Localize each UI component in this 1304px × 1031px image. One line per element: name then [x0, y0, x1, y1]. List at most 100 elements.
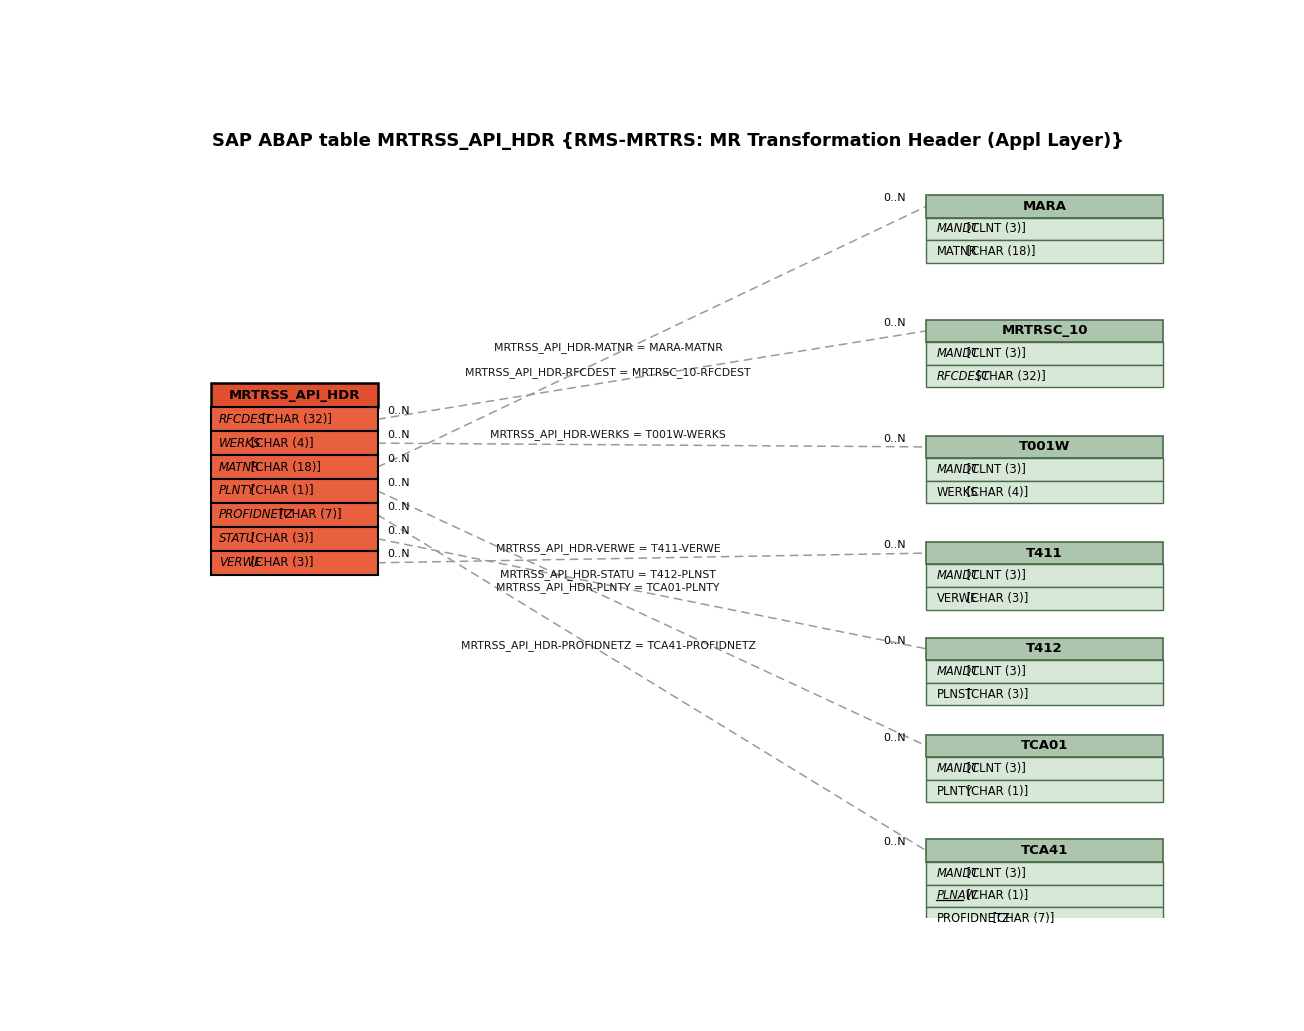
Text: VERWE: VERWE	[219, 557, 261, 569]
Text: VERWE: VERWE	[936, 592, 978, 605]
FancyBboxPatch shape	[926, 757, 1163, 779]
FancyBboxPatch shape	[926, 342, 1163, 365]
Text: [CHAR (1)]: [CHAR (1)]	[246, 485, 314, 498]
Text: MRTRSS_API_HDR-PROFIDNETZ = TCA41-PROFIDNETZ: MRTRSS_API_HDR-PROFIDNETZ = TCA41-PROFID…	[460, 640, 755, 652]
Text: WERKS: WERKS	[936, 486, 978, 499]
FancyBboxPatch shape	[211, 503, 378, 527]
Text: [CHAR (7)]: [CHAR (7)]	[275, 508, 342, 522]
FancyBboxPatch shape	[926, 587, 1163, 609]
Text: MRTRSC_10: MRTRSC_10	[1001, 325, 1088, 337]
Text: T001W: T001W	[1018, 440, 1071, 454]
FancyBboxPatch shape	[926, 734, 1163, 757]
Text: TCA41: TCA41	[1021, 844, 1068, 857]
Text: MANDT: MANDT	[936, 665, 979, 678]
Text: MANDT: MANDT	[936, 762, 979, 775]
Text: [CHAR (7)]: [CHAR (7)]	[990, 912, 1055, 925]
Text: T411: T411	[1026, 546, 1063, 560]
Text: MANDT: MANDT	[936, 867, 979, 879]
Text: 0..N: 0..N	[387, 526, 411, 535]
Text: 0..N: 0..N	[387, 502, 411, 511]
FancyBboxPatch shape	[926, 218, 1163, 240]
FancyBboxPatch shape	[926, 320, 1163, 342]
Text: 0..N: 0..N	[387, 406, 411, 415]
Text: MANDT: MANDT	[936, 347, 979, 360]
Text: 0..N: 0..N	[884, 733, 906, 742]
Text: PLNST: PLNST	[936, 688, 973, 700]
Text: 0..N: 0..N	[387, 477, 411, 488]
Text: MATNR: MATNR	[219, 461, 259, 473]
Text: [CHAR (18)]: [CHAR (18)]	[962, 245, 1035, 258]
Text: PLNTY: PLNTY	[219, 485, 256, 498]
Text: [CLNT (3)]: [CLNT (3)]	[962, 665, 1026, 678]
FancyBboxPatch shape	[926, 435, 1163, 458]
FancyBboxPatch shape	[211, 407, 378, 431]
Text: MANDT: MANDT	[936, 223, 979, 235]
FancyBboxPatch shape	[211, 551, 378, 574]
FancyBboxPatch shape	[211, 527, 378, 551]
FancyBboxPatch shape	[926, 564, 1163, 587]
Text: [CHAR (32)]: [CHAR (32)]	[258, 412, 333, 426]
Text: 0..N: 0..N	[884, 635, 906, 645]
FancyBboxPatch shape	[211, 384, 378, 407]
Text: MRTRSS_API_HDR-WERKS = T001W-WERKS: MRTRSS_API_HDR-WERKS = T001W-WERKS	[490, 429, 726, 440]
FancyBboxPatch shape	[926, 839, 1163, 862]
Text: [CHAR (1)]: [CHAR (1)]	[962, 785, 1028, 798]
Text: RFCDEST: RFCDEST	[219, 412, 273, 426]
Text: 0..N: 0..N	[884, 193, 906, 203]
FancyBboxPatch shape	[926, 885, 1163, 907]
FancyBboxPatch shape	[211, 455, 378, 479]
Text: [CHAR (18)]: [CHAR (18)]	[246, 461, 321, 473]
FancyBboxPatch shape	[926, 907, 1163, 930]
Text: STATU: STATU	[219, 532, 256, 545]
Text: MRTRSS_API_HDR-PLNTY = TCA01-PLNTY: MRTRSS_API_HDR-PLNTY = TCA01-PLNTY	[497, 583, 720, 594]
Text: PROFIDNETZ: PROFIDNETZ	[936, 912, 1011, 925]
Text: WERKS: WERKS	[219, 437, 261, 450]
Text: PLNAW: PLNAW	[936, 890, 977, 902]
Text: MRTRSS_API_HDR-MATNR = MARA-MATNR: MRTRSS_API_HDR-MATNR = MARA-MATNR	[494, 342, 722, 353]
Text: 0..N: 0..N	[884, 318, 906, 328]
Text: [CHAR (3)]: [CHAR (3)]	[962, 688, 1028, 700]
Text: [CLNT (3)]: [CLNT (3)]	[962, 223, 1026, 235]
FancyBboxPatch shape	[211, 479, 378, 503]
FancyBboxPatch shape	[926, 240, 1163, 263]
Text: [CHAR (1)]: [CHAR (1)]	[962, 890, 1028, 902]
Text: T412: T412	[1026, 642, 1063, 656]
FancyBboxPatch shape	[926, 480, 1163, 503]
FancyBboxPatch shape	[926, 779, 1163, 802]
Text: [CHAR (3)]: [CHAR (3)]	[962, 592, 1028, 605]
Text: [CLNT (3)]: [CLNT (3)]	[962, 762, 1026, 775]
Text: MANDT: MANDT	[936, 463, 979, 476]
Text: [CLNT (3)]: [CLNT (3)]	[962, 463, 1026, 476]
Text: PLNTY: PLNTY	[936, 785, 973, 798]
Text: TCA01: TCA01	[1021, 739, 1068, 753]
Text: [CHAR (3)]: [CHAR (3)]	[246, 557, 313, 569]
Text: 0..N: 0..N	[387, 550, 411, 560]
Text: [CHAR (32)]: [CHAR (32)]	[973, 369, 1046, 383]
Text: [CLNT (3)]: [CLNT (3)]	[962, 569, 1026, 583]
Text: SAP ABAP table MRTRSS_API_HDR {RMS-MRTRS: MR Transformation Header (Appl Layer)}: SAP ABAP table MRTRSS_API_HDR {RMS-MRTRS…	[213, 132, 1124, 151]
Text: MRTRSS_API_HDR-RFCDEST = MRTRSC_10-RFCDEST: MRTRSS_API_HDR-RFCDEST = MRTRSC_10-RFCDE…	[466, 367, 751, 377]
Text: MRTRSS_API_HDR-VERWE = T411-VERWE: MRTRSS_API_HDR-VERWE = T411-VERWE	[496, 543, 720, 554]
Text: [CLNT (3)]: [CLNT (3)]	[962, 347, 1026, 360]
Text: 0..N: 0..N	[884, 540, 906, 550]
Text: 0..N: 0..N	[884, 434, 906, 443]
FancyBboxPatch shape	[211, 431, 378, 455]
FancyBboxPatch shape	[926, 542, 1163, 564]
Text: RFCDEST: RFCDEST	[936, 369, 990, 383]
FancyBboxPatch shape	[926, 862, 1163, 885]
Text: PROFIDNETZ: PROFIDNETZ	[219, 508, 293, 522]
FancyBboxPatch shape	[926, 195, 1163, 218]
FancyBboxPatch shape	[926, 660, 1163, 683]
Text: MARA: MARA	[1022, 200, 1067, 212]
Text: [CLNT (3)]: [CLNT (3)]	[962, 867, 1026, 879]
FancyBboxPatch shape	[926, 458, 1163, 480]
Text: MRTRSS_API_HDR-STATU = T412-PLNST: MRTRSS_API_HDR-STATU = T412-PLNST	[501, 569, 716, 580]
FancyBboxPatch shape	[926, 637, 1163, 660]
FancyBboxPatch shape	[926, 683, 1163, 705]
FancyBboxPatch shape	[926, 365, 1163, 388]
Text: [CHAR (3)]: [CHAR (3)]	[246, 532, 313, 545]
Text: MRTRSS_API_HDR: MRTRSS_API_HDR	[228, 389, 360, 402]
Text: MATNR: MATNR	[936, 245, 977, 258]
Text: [CHAR (4)]: [CHAR (4)]	[962, 486, 1028, 499]
Text: 0..N: 0..N	[387, 430, 411, 440]
